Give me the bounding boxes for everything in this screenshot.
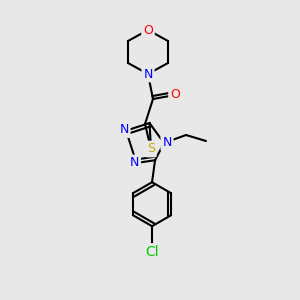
Text: Cl: Cl xyxy=(145,245,159,259)
Text: O: O xyxy=(143,23,153,37)
Text: N: N xyxy=(119,123,129,136)
Text: N: N xyxy=(130,157,139,169)
Text: S: S xyxy=(147,142,155,155)
Text: N: N xyxy=(143,68,153,80)
Text: O: O xyxy=(170,88,180,101)
Text: N: N xyxy=(162,136,172,149)
